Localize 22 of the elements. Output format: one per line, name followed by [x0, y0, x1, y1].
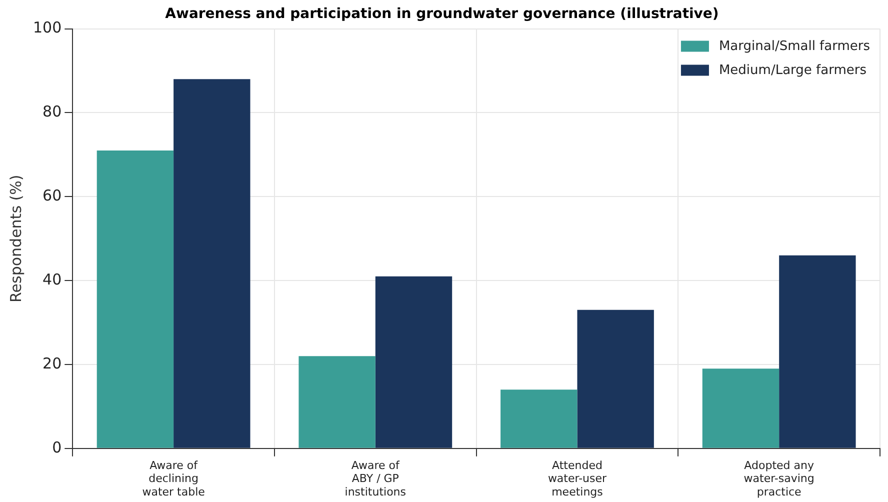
legend-label: Marginal/Small farmers — [718, 39, 870, 54]
y-tick-label: 80 — [42, 102, 62, 121]
bar — [500, 390, 578, 448]
chart-title: Awareness and participation in groundwater governance (illustrative) — [165, 6, 719, 22]
y-tick-label: 60 — [42, 186, 62, 205]
bar — [96, 150, 174, 448]
bar — [577, 310, 654, 448]
bar — [174, 79, 250, 448]
x-tick-label: Aware of ABY / GP institutions — [344, 458, 406, 498]
y-tick-label: 100 — [32, 18, 62, 37]
y-tick-label: 20 — [42, 354, 62, 372]
legend-label: Medium/Large farmers — [718, 63, 867, 78]
x-tick-label: Adopted any water-saving practice — [744, 458, 814, 498]
x-tick-label: Aware of declining water table — [142, 458, 206, 498]
bar — [375, 276, 452, 448]
bar — [702, 368, 780, 448]
y-tick-label: 0 — [52, 438, 62, 456]
bar — [779, 255, 856, 448]
bar — [298, 356, 376, 448]
x-tick-label: Attended water-user meetings — [548, 458, 608, 498]
y-tick-label: 40 — [42, 270, 62, 288]
y-axis-title: Respondents (%) — [6, 174, 25, 302]
